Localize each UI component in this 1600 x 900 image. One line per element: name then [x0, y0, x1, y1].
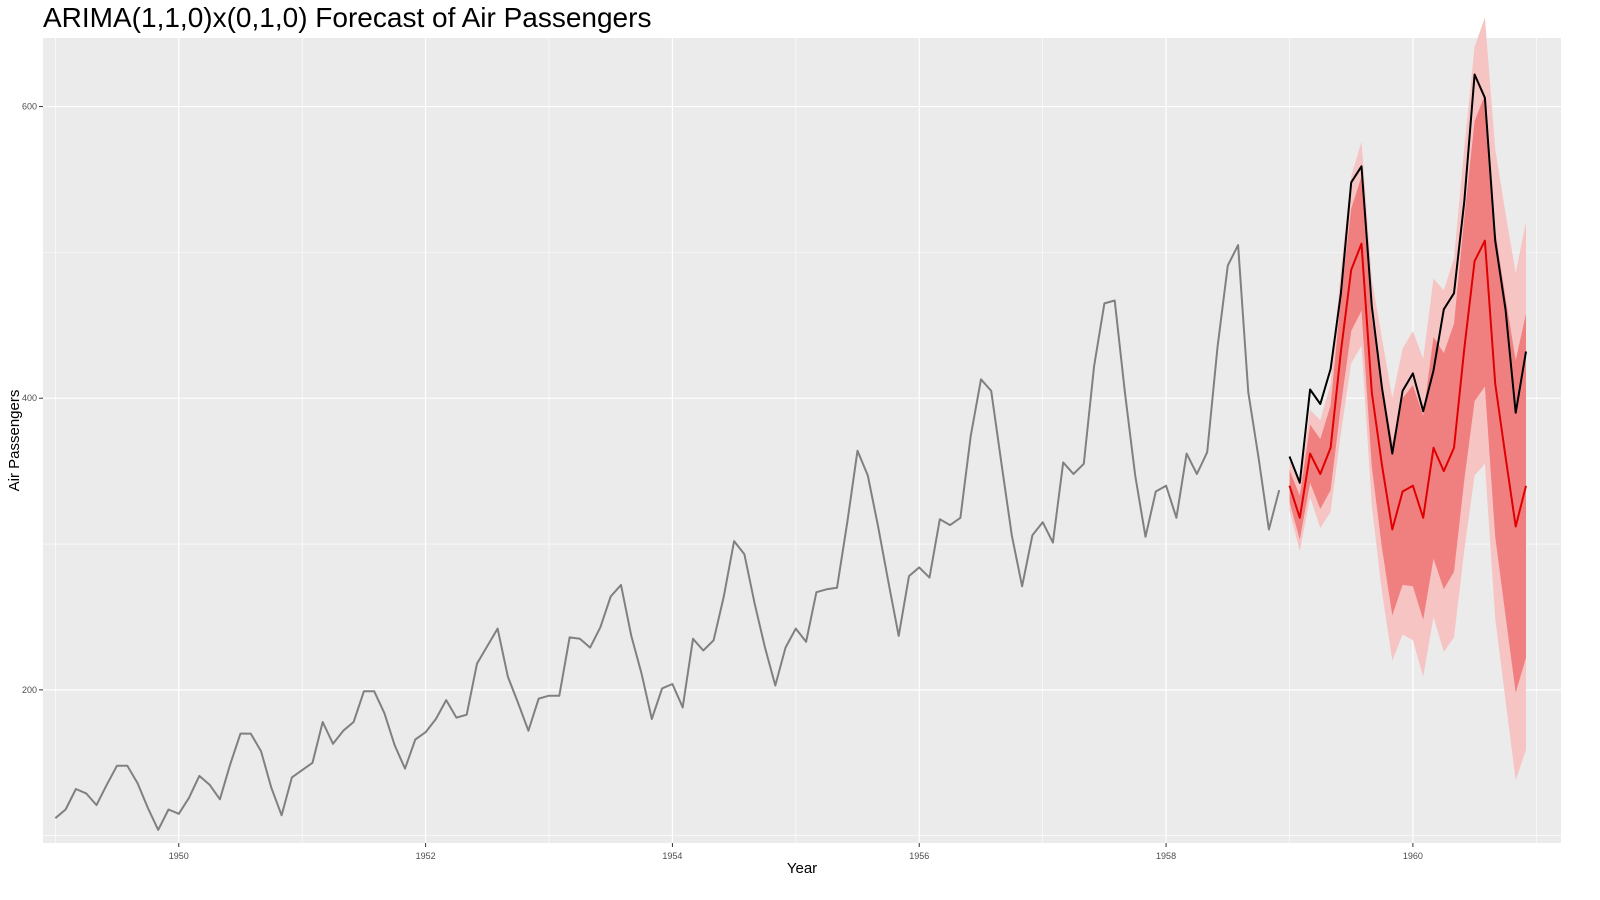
axes: 1950 1952 1954 1956 1958 1960 200 400 600	[22, 102, 1423, 861]
x-tick-label: 1960	[1403, 851, 1423, 861]
ci80-band	[1289, 94, 1526, 693]
grid-major	[43, 38, 1561, 843]
x-tick-label: 1952	[416, 851, 436, 861]
x-axis-title: Year	[787, 860, 817, 877]
x-tick-label: 1956	[909, 851, 929, 861]
grid-minor	[43, 38, 1561, 843]
actual-line	[1288, 73, 1527, 484]
x-tick-label: 1958	[1156, 851, 1176, 861]
y-tick-label: 200	[22, 685, 37, 695]
history-line	[54, 244, 1281, 831]
y-tick-label: 400	[22, 393, 37, 403]
series-lines	[54, 73, 1527, 831]
x-tick-label: 1950	[169, 851, 189, 861]
chart-title: ARIMA(1,1,0)x(0,1,0) Forecast of Air Pas…	[43, 2, 652, 33]
y-tick-label: 600	[22, 102, 37, 112]
x-tick-label: 1954	[662, 851, 682, 861]
y-axis-title: Air Passengers	[6, 390, 23, 492]
forecast-line	[1288, 239, 1527, 531]
